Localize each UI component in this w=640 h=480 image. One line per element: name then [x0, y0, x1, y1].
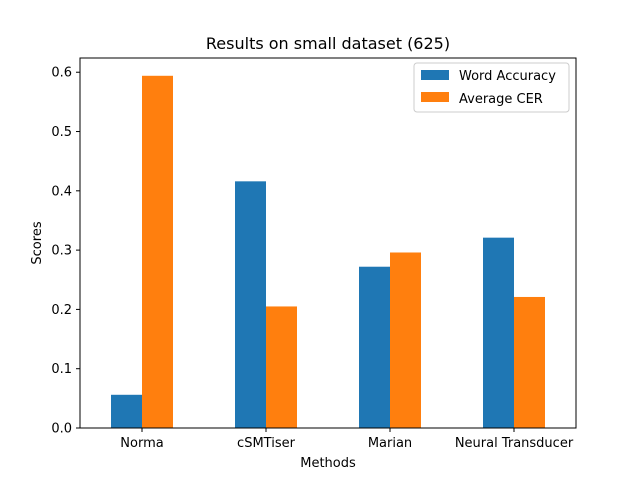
- plot-frame: [79, 57, 577, 429]
- chart-title: Results on small dataset (625): [206, 34, 450, 53]
- bar-average-cer-norma: [142, 75, 173, 428]
- bar-word-accuracy-norma: [111, 394, 142, 428]
- y-tick-label: 0.4: [51, 184, 72, 199]
- y-tick-label: 0.5: [51, 125, 72, 140]
- y-tick-label: 0.3: [51, 244, 72, 259]
- legend-label-word-accuracy: Word Accuracy: [459, 69, 556, 84]
- x-tick-label-norma: Norma: [120, 436, 163, 451]
- legend: Word Accuracy Average CER: [413, 62, 570, 113]
- x-tick-label-csmtiser: cSMTiser: [237, 436, 296, 451]
- bar-average-cer-marian: [390, 252, 421, 428]
- y-tick-label: 0.1: [51, 362, 72, 377]
- y-tick-label: 0.2: [51, 303, 72, 318]
- legend-frame: [413, 62, 570, 113]
- x-axis: Norma cSMTiser Marian Neural Transducer: [120, 428, 574, 451]
- bar-word-accuracy-neural-transducer: [483, 237, 514, 428]
- legend-swatch-average-cer: [421, 92, 449, 102]
- x-axis-label: Methods: [300, 456, 356, 471]
- y-axis: 0.0 0.1 0.2 0.3 0.4 0.5 0.6: [51, 66, 80, 437]
- bar-word-accuracy-marian: [359, 266, 390, 428]
- y-tick-label: 0.6: [51, 66, 72, 81]
- bar-average-cer-csmtiser: [266, 306, 297, 428]
- legend-label-average-cer: Average CER: [459, 92, 543, 107]
- bar-average-cer-neural-transducer: [514, 296, 545, 428]
- bar-word-accuracy-csmtiser: [235, 181, 266, 428]
- x-tick-label-neural-transducer: Neural Transducer: [455, 436, 574, 451]
- x-tick-label-marian: Marian: [368, 436, 412, 451]
- y-tick-label: 0.0: [51, 422, 72, 437]
- y-axis-label: Scores: [30, 221, 45, 264]
- bars: [111, 75, 545, 428]
- legend-swatch-word-accuracy: [421, 70, 449, 80]
